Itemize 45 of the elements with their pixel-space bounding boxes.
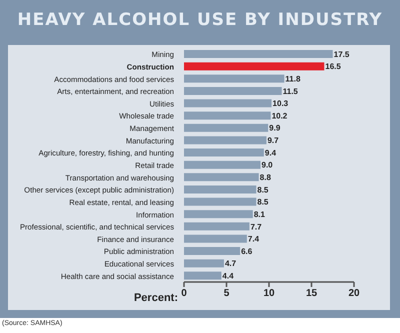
data-label: 10.3 <box>272 99 289 108</box>
data-label: 17.5 <box>334 50 350 59</box>
data-label: 7.7 <box>250 222 262 232</box>
x-tick-label: 0 <box>181 288 188 300</box>
bar <box>184 198 256 206</box>
chart-title: HEAVY ALCOHOL USE BY INDUSTRY <box>16 10 384 30</box>
x-tick-label: 20 <box>348 288 360 300</box>
bar <box>184 247 240 256</box>
data-label: 11.8 <box>285 74 301 84</box>
bar <box>184 148 264 157</box>
data-label: 11.5 <box>282 86 298 96</box>
data-label: 10.2 <box>272 111 288 120</box>
data-label: 7.4 <box>248 234 260 244</box>
bar <box>184 136 266 144</box>
bar <box>184 160 260 169</box>
bar <box>184 50 333 58</box>
bar <box>184 99 272 108</box>
x-tick-label: 10 <box>263 288 275 300</box>
data-label: 6.6 <box>241 246 253 256</box>
x-axis-title: Percent: <box>132 292 178 304</box>
x-tick-label: 15 <box>306 288 318 300</box>
x-tick-label: 5 <box>224 288 230 300</box>
data-label: 9.4 <box>264 148 277 158</box>
bar <box>184 222 250 230</box>
bar <box>184 210 253 218</box>
bar <box>184 259 224 268</box>
bar <box>184 234 247 243</box>
data-label: 8.1 <box>254 210 266 219</box>
data-label: 9.0 <box>262 160 274 170</box>
bar <box>184 74 284 83</box>
bar <box>184 112 271 120</box>
bar <box>184 124 268 132</box>
bar <box>184 185 256 194</box>
data-label: 9.9 <box>269 124 281 133</box>
data-label: 8.5 <box>257 185 269 194</box>
data-label: 4.7 <box>224 259 237 268</box>
data-label: 16.5 <box>325 62 342 72</box>
bar <box>184 62 324 70</box>
bar <box>184 173 259 182</box>
data-label: 9.7 <box>267 136 280 146</box>
bar <box>184 86 282 95</box>
data-label: 8.8 <box>260 173 272 182</box>
bar <box>184 272 222 280</box>
data-label: 4.4 <box>222 272 234 281</box>
data-label: 8.5 <box>257 198 269 207</box>
